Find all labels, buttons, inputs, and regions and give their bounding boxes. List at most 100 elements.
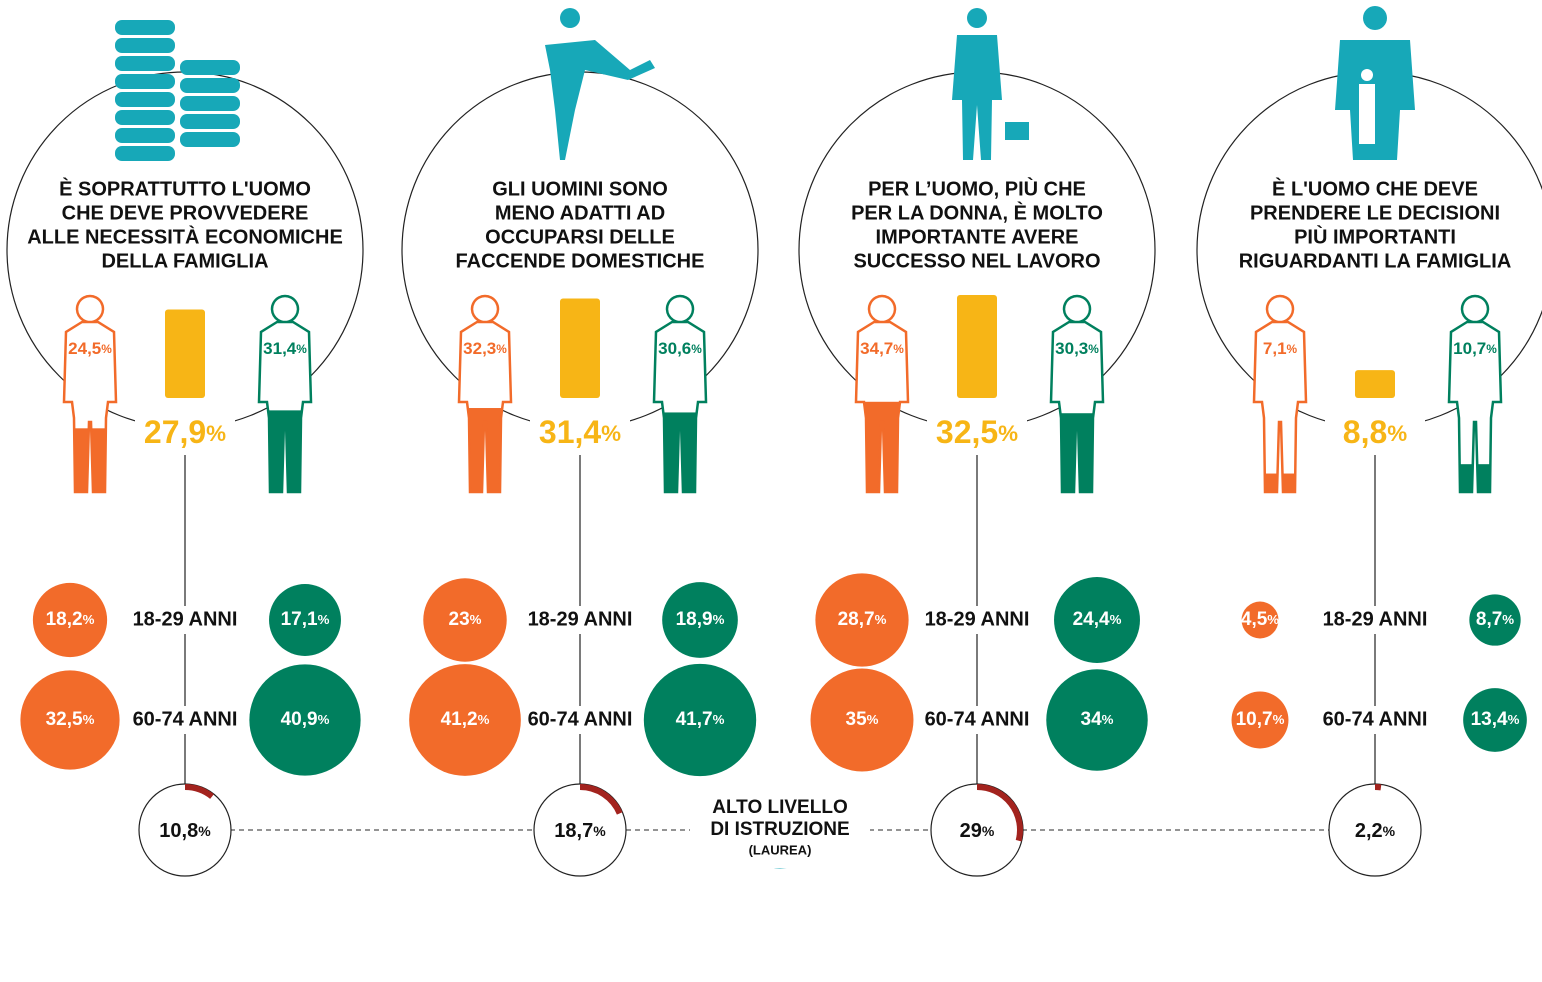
women-age-value-number: 4,5	[1241, 609, 1268, 630]
unit: %	[83, 612, 95, 627]
total-bar	[957, 294, 997, 398]
men-age-value-number: 8,7	[1476, 609, 1502, 630]
education-value-number: 2,2	[1355, 820, 1383, 842]
unit: %	[713, 712, 725, 727]
unit: %	[496, 342, 507, 356]
unit: %	[296, 342, 307, 356]
coin	[115, 92, 175, 107]
label-bg	[135, 412, 235, 454]
figure-value: 30,6%	[658, 339, 702, 358]
age-label: 60-74 ANNI	[925, 708, 1030, 730]
coin	[115, 20, 175, 35]
icon-head	[560, 8, 580, 28]
unit: %	[1088, 342, 1099, 356]
coin	[180, 96, 240, 111]
label-bg	[522, 706, 638, 734]
unit: %	[1486, 342, 1497, 356]
unit: %	[1508, 712, 1520, 727]
men-age-value-number: 41,7	[676, 709, 713, 730]
women-age-value: 10,7%	[1236, 709, 1285, 730]
women-age-value: 23%	[449, 609, 482, 630]
men-age-bubble	[1054, 577, 1140, 663]
age-label: 60-74 ANNI	[528, 708, 633, 730]
figure-bg	[1051, 296, 1103, 492]
men-age-value: 8,7%	[1476, 609, 1514, 630]
women-age-bubble	[1231, 691, 1289, 749]
unit: %	[478, 712, 490, 727]
education-value: 29%	[960, 820, 995, 842]
coin	[115, 146, 175, 161]
figure-outline	[457, 294, 513, 494]
figure-bg	[259, 296, 311, 492]
women-age-value: 41,2%	[441, 709, 490, 730]
total-value-number: 27,9	[144, 414, 206, 450]
women-age-bubble	[810, 668, 914, 772]
coin	[115, 128, 175, 143]
women-age-value: 28,7%	[838, 609, 887, 630]
women-age-value-number: 18,2	[46, 609, 83, 630]
figure-bg	[856, 296, 908, 492]
label-bg	[1317, 706, 1433, 734]
men-age-value: 41,7%	[676, 709, 725, 730]
total-value: 31,4%	[539, 414, 621, 450]
figure-fill	[459, 408, 511, 492]
education-label: DI ISTRUZIONE	[710, 819, 849, 840]
figure-bg	[1254, 296, 1306, 492]
panel-title: GLI UOMINI SONO	[492, 178, 668, 200]
women-age-value: 4,5%	[1241, 609, 1279, 630]
unit: %	[1102, 712, 1114, 727]
panel-title: PIÙ IMPORTANTI	[1294, 224, 1456, 248]
label-bg	[530, 412, 630, 454]
women-age-value-number: 10,7	[1236, 709, 1273, 730]
unit: %	[1383, 823, 1396, 839]
coin	[180, 78, 240, 93]
panel-title: SUCCESSO NEL LAVORO	[853, 250, 1100, 272]
men-age-value-number: 13,4	[1471, 709, 1508, 730]
men-age-value: 40,9%	[281, 709, 330, 730]
unit: %	[982, 823, 995, 839]
men-age-value-number: 24,4	[1073, 609, 1110, 630]
age-label: 60-74 ANNI	[133, 708, 238, 730]
panel-title: PER LA DONNA, È MOLTO	[851, 201, 1103, 224]
panel-title: ALLE NECESSITÀ ECONOMICHE	[27, 225, 343, 248]
figure-value-number: 30,3	[1055, 339, 1088, 358]
figure-outline	[1049, 294, 1105, 494]
unit: %	[198, 823, 211, 839]
coin	[180, 60, 240, 75]
women-age-value: 35%	[846, 709, 879, 730]
coin	[115, 110, 175, 125]
panel-title: FACCENDE DOMESTICHE	[456, 250, 705, 272]
label-bg	[927, 412, 1027, 454]
unit: %	[867, 712, 879, 727]
education-arc	[184, 784, 214, 799]
age-label: 18-29 ANNI	[925, 608, 1030, 630]
panel-title: È L'UOMO CHE DEVE	[1272, 177, 1478, 200]
figure-value-number: 24,5	[68, 339, 101, 358]
panel-title: MENO ADATTI AD	[495, 202, 665, 224]
unit: %	[691, 342, 702, 356]
label-bg	[1325, 412, 1425, 454]
coin	[115, 38, 175, 53]
men-age-bubble	[1469, 594, 1521, 646]
figure-bg	[1449, 296, 1501, 492]
unit: %	[318, 612, 330, 627]
unit: %	[1287, 342, 1298, 356]
education-arc	[579, 784, 623, 815]
figure-value-number: 32,3	[463, 339, 496, 358]
women-age-bubble	[1241, 601, 1279, 639]
women-age-bubble	[409, 664, 521, 776]
figure-outline	[854, 294, 910, 494]
figure-value: 30,3%	[1055, 339, 1099, 358]
figure-fill	[856, 401, 908, 492]
men-age-value: 24,4%	[1073, 609, 1122, 630]
panel-title: CHE DEVE PROVVEDERE	[62, 202, 309, 224]
coin	[180, 114, 240, 129]
figure-fill	[64, 428, 116, 492]
age-label: 18-29 ANNI	[1323, 608, 1428, 630]
men-age-bubble	[1463, 688, 1527, 752]
women-age-value: 32,5%	[46, 709, 95, 730]
panel-title: OCCUPARSI DELLE	[485, 226, 675, 248]
total-value-number: 32,5	[936, 414, 998, 450]
total-value: 27,9%	[144, 414, 226, 450]
